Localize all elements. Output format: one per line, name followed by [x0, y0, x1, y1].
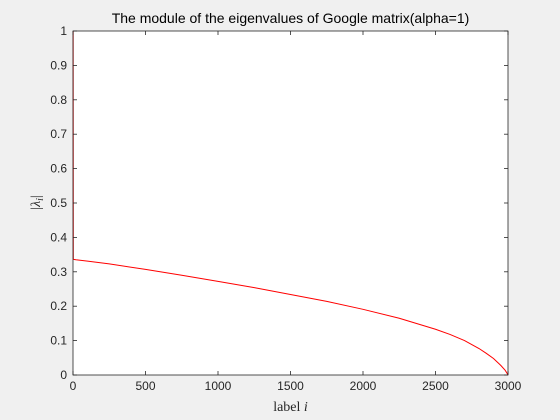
x-tick-label: 1500 [277, 379, 304, 393]
y-axis-label: |λi| [29, 195, 46, 211]
y-tick-label: 0 [60, 368, 67, 382]
x-tick-label: 2000 [350, 379, 377, 393]
plot-area [73, 31, 508, 375]
y-axis-label-text: |λ [29, 201, 44, 211]
x-tick-label: 3000 [495, 379, 522, 393]
y-tick-label: 0.1 [50, 334, 67, 348]
series-layer [72, 30, 509, 376]
chart-title: The module of the eigenvalues of Google … [112, 10, 470, 26]
x-ticks: 0 500 1000 1500 2000 2500 3000 [70, 31, 522, 393]
x-axis-label-var: i [304, 400, 308, 415]
x-tick-label: 2500 [422, 379, 449, 393]
y-axis-label-end: | [29, 195, 44, 198]
y-tick-label: 0.8 [50, 93, 67, 107]
x-tick-label: 1000 [205, 379, 232, 393]
y-axis-label-sub: i [35, 198, 46, 201]
x-axis-label: label i [273, 400, 308, 415]
x-tick-label: 0 [70, 379, 77, 393]
x-tick-label: 500 [135, 379, 155, 393]
series-line-0 [72, 30, 509, 376]
y-tick-label: 0.3 [50, 265, 67, 279]
y-tick-label: 0.9 [50, 58, 67, 72]
x-axis-label-text: label [273, 400, 304, 415]
y-tick-label: 0.2 [50, 299, 67, 313]
y-tick-label: 0.4 [50, 230, 67, 244]
y-tick-label: 1 [60, 24, 67, 38]
y-ticks: 0 0.1 0.2 0.3 0.4 0.5 0.6 0.7 0.8 0.9 1 [50, 24, 508, 382]
y-tick-label: 0.5 [50, 196, 67, 210]
y-tick-label: 0.7 [50, 127, 67, 141]
y-tick-label: 0.6 [50, 162, 67, 176]
